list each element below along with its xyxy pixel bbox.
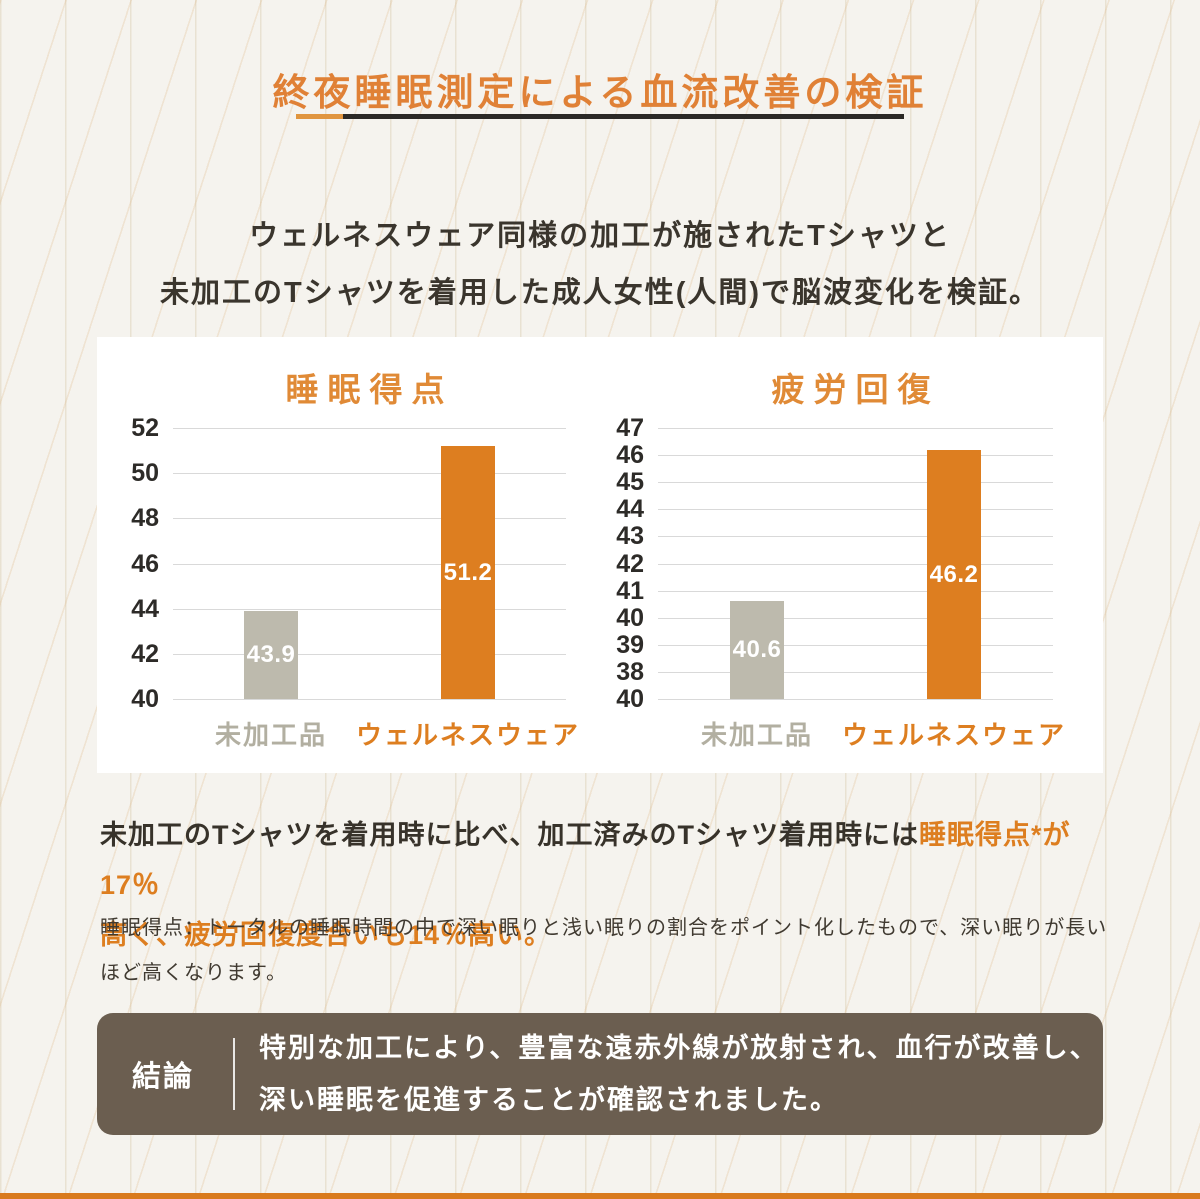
y-axis-tick-label: 52 bbox=[131, 414, 159, 442]
y-axis-tick-label: 46 bbox=[616, 441, 644, 469]
gridline bbox=[658, 618, 1053, 619]
title-underline bbox=[296, 114, 904, 119]
y-axis-tick-label: 40 bbox=[616, 604, 644, 632]
bar-value-label: 40.6 bbox=[732, 636, 782, 663]
y-axis-tick-label: 50 bbox=[131, 459, 159, 487]
y-axis-tick-label: 46 bbox=[131, 550, 159, 578]
bottom-accent-border bbox=[0, 1193, 1200, 1199]
result-summary: 未加工のTシャツを着用時に比べ、加工済みのTシャツ着用時には睡眠得点*が17％ … bbox=[100, 810, 1110, 960]
gridline bbox=[173, 699, 566, 700]
gridline bbox=[658, 645, 1053, 646]
gridline bbox=[658, 699, 1053, 700]
conclusion-line-2: 深い睡眠を促進することが確認されました。 bbox=[259, 1085, 839, 1115]
gridline bbox=[173, 654, 566, 655]
y-axis-tick-label: 39 bbox=[616, 631, 644, 659]
chart-fatigue-recovery: 疲労回復 47 46 45 44 43 42 41 40 39 38 40 40.6 未加工品 46.2 ウ… bbox=[97, 337, 1103, 773]
y-axis-tick-label: 41 bbox=[616, 577, 644, 605]
title-underline-accent bbox=[296, 114, 343, 119]
category-label: ウェルネスウェア bbox=[355, 720, 580, 750]
gridline bbox=[173, 609, 566, 610]
result-summary-dark-text: 未加工のTシャツを着用時に比べ、加工済みのTシャツ着用時には bbox=[100, 820, 919, 850]
bar-value-label: 51.2 bbox=[443, 558, 493, 586]
category-label: 未加工品 bbox=[214, 720, 327, 750]
y-axis-tick-label: 47 bbox=[616, 414, 644, 442]
bar-untreated: 43.9 bbox=[244, 611, 298, 699]
gridline bbox=[658, 564, 1053, 565]
conclusion-divider bbox=[233, 1038, 235, 1110]
conclusion-text: 特別な加工により、豊富な遠赤外線が放射され、血行が改善し、 深い睡眠を促進するこ… bbox=[259, 1022, 1099, 1126]
footnote-line-1: 睡眠得点：トータルの睡眠時間の中で深い眠りと浅い眠りの割合をポイント化したもので… bbox=[100, 917, 1108, 939]
gridline bbox=[173, 518, 566, 519]
plot-area-fatigue-recovery: 47 46 45 44 43 42 41 40 39 38 40 40.6 未加工品 46.2 ウェルネスウ… bbox=[616, 414, 1064, 750]
y-axis-tick-label: 45 bbox=[616, 468, 644, 496]
y-axis-tick-label: 44 bbox=[616, 495, 644, 523]
gridline bbox=[658, 428, 1053, 429]
y-axis-tick-label: 42 bbox=[616, 550, 644, 578]
gridline bbox=[658, 536, 1053, 537]
bar-value-label: 46.2 bbox=[929, 560, 979, 588]
intro-line-1: ウェルネスウェア同様の加工が施されたTシャツと bbox=[249, 220, 951, 252]
y-axis-tick-label: 38 bbox=[616, 658, 644, 686]
plot-area-sleep-score: 52 50 48 46 44 42 40 43.9 未加工品 51.2 ウェルネスウェア bbox=[131, 414, 578, 750]
y-axis-tick-label: 48 bbox=[131, 504, 159, 532]
conclusion-box: 結論 特別な加工により、豊富な遠赤外線が放射され、血行が改善し、 深い睡眠を促進… bbox=[97, 1013, 1103, 1135]
gridline bbox=[658, 672, 1053, 673]
bar-untreated: 40.6 bbox=[730, 601, 784, 699]
y-axis-tick-label: 42 bbox=[131, 640, 159, 668]
gridline bbox=[658, 482, 1053, 483]
chart-title-sleep-score: 睡眠得点 bbox=[285, 371, 454, 408]
gridline bbox=[173, 564, 566, 565]
gridline bbox=[658, 455, 1053, 456]
category-label: 未加工品 bbox=[700, 720, 813, 750]
footnote-line-2: ほど高くなります。 bbox=[100, 962, 287, 984]
y-axis-tick-label: 40 bbox=[131, 685, 159, 713]
gridline bbox=[173, 428, 566, 429]
page-title: 終夜睡眠測定による血流改善の検証 bbox=[272, 72, 928, 113]
y-axis-tick-label: 40 bbox=[616, 685, 644, 713]
conclusion-line-1: 特別な加工により、豊富な遠赤外線が放射され、血行が改善し、 bbox=[259, 1033, 1099, 1063]
y-axis-tick-label: 43 bbox=[616, 522, 644, 550]
gridline bbox=[658, 591, 1053, 592]
intro-line-2: 未加工のTシャツを着用した成人女性(人間)で脳波変化を検証。 bbox=[159, 277, 1041, 309]
gridline bbox=[658, 509, 1053, 510]
category-label: ウェルネスウェア bbox=[841, 720, 1066, 750]
y-axis-tick-label: 44 bbox=[131, 595, 159, 623]
charts-panel: 睡眠得点 52 50 48 46 44 42 40 43.9 未加工品 51.2 ウェルネスウェア … bbox=[97, 337, 1103, 773]
result-summary-line-1: 未加工のTシャツを着用時に比べ、加工済みのTシャツ着用時には睡眠得点*が17％ bbox=[100, 810, 1110, 910]
bar-value-label: 43.9 bbox=[246, 641, 296, 668]
gridline bbox=[173, 473, 566, 474]
chart-sleep-score: 睡眠得点 52 50 48 46 44 42 40 43.9 未加工品 51.2 ウェルネスウェア bbox=[97, 337, 1103, 773]
bar-wellnesswear: 46.2 bbox=[927, 450, 981, 699]
bar-wellnesswear: 51.2 bbox=[441, 446, 495, 699]
chart-title-fatigue-recovery: 疲労回復 bbox=[771, 371, 940, 408]
result-summary-highlight-1: 睡眠得点*が17％ bbox=[100, 820, 1071, 900]
footnote: 睡眠得点：トータルの睡眠時間の中で深い眠りと浅い眠りの割合をポイント化したもので… bbox=[100, 906, 1120, 996]
result-summary-highlight-2: 高く、疲労回復度合いも14％高い。 bbox=[100, 920, 553, 950]
conclusion-label: 結論 bbox=[131, 1061, 194, 1093]
